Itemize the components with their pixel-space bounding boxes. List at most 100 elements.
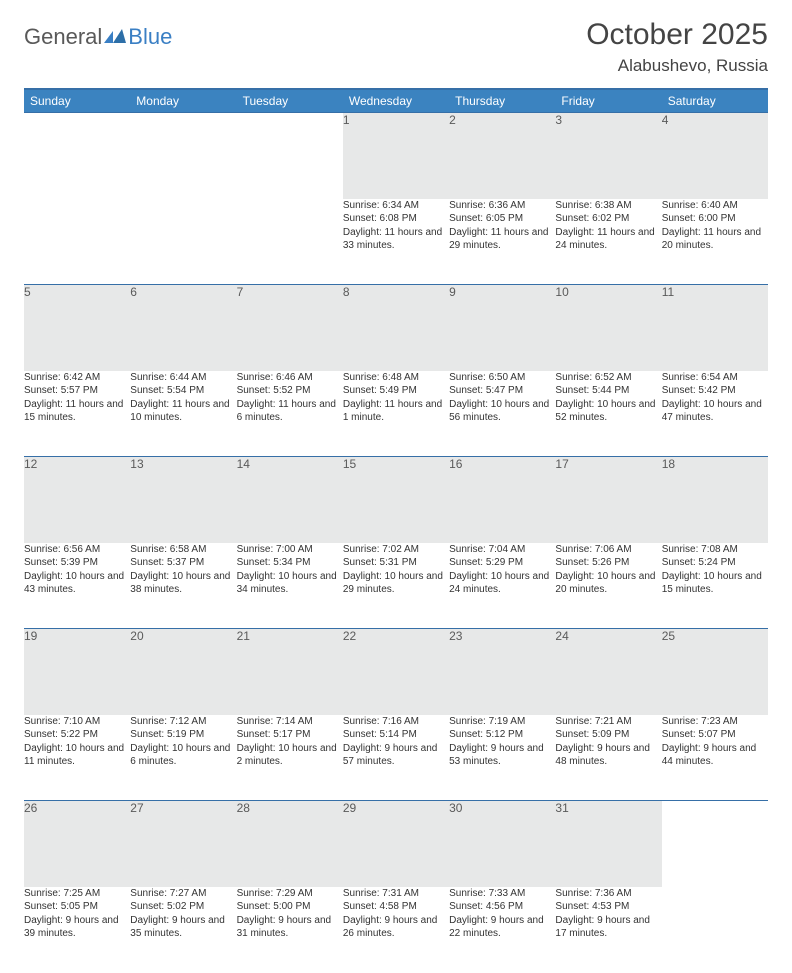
day-detail-cell: Sunrise: 6:56 AMSunset: 5:39 PMDaylight:… <box>24 543 130 629</box>
sunset-line: Sunset: 5:17 PM <box>237 728 343 742</box>
day-number-row: 12131415161718 <box>24 457 768 543</box>
day-number-cell: 11 <box>662 285 768 371</box>
day-detail-cell: Sunrise: 6:38 AMSunset: 6:02 PMDaylight:… <box>555 199 661 285</box>
day-number-cell: 29 <box>343 801 449 887</box>
sunrise-line: Sunrise: 7:19 AM <box>449 715 555 729</box>
header: General Blue October 2025 Alabushevo, Ru… <box>24 18 768 76</box>
sunset-line: Sunset: 5:02 PM <box>130 900 236 914</box>
logo-text-blue: Blue <box>128 24 172 50</box>
day-detail-row: Sunrise: 6:56 AMSunset: 5:39 PMDaylight:… <box>24 543 768 629</box>
daylight-line: Daylight: 9 hours and 22 minutes. <box>449 914 555 941</box>
day-detail-cell: Sunrise: 6:36 AMSunset: 6:05 PMDaylight:… <box>449 199 555 285</box>
sunrise-line: Sunrise: 6:56 AM <box>24 543 130 557</box>
sunrise-line: Sunrise: 7:16 AM <box>343 715 449 729</box>
day-detail-cell: Sunrise: 7:21 AMSunset: 5:09 PMDaylight:… <box>555 715 661 801</box>
daylight-line: Daylight: 9 hours and 48 minutes. <box>555 742 661 769</box>
day-detail-cell: Sunrise: 6:42 AMSunset: 5:57 PMDaylight:… <box>24 371 130 457</box>
day-number-cell: 24 <box>555 629 661 715</box>
sunset-line: Sunset: 6:02 PM <box>555 212 661 226</box>
day-detail-cell: Sunrise: 6:46 AMSunset: 5:52 PMDaylight:… <box>237 371 343 457</box>
sunset-line: Sunset: 4:58 PM <box>343 900 449 914</box>
day-detail-cell: Sunrise: 7:00 AMSunset: 5:34 PMDaylight:… <box>237 543 343 629</box>
sunrise-line: Sunrise: 6:54 AM <box>662 371 768 385</box>
sunset-line: Sunset: 4:53 PM <box>555 900 661 914</box>
weekday-header-row: SundayMondayTuesdayWednesdayThursdayFrid… <box>24 90 768 113</box>
calendar-table: SundayMondayTuesdayWednesdayThursdayFrid… <box>24 90 768 973</box>
day-detail-cell: Sunrise: 7:12 AMSunset: 5:19 PMDaylight:… <box>130 715 236 801</box>
sunset-line: Sunset: 5:07 PM <box>662 728 768 742</box>
day-number-cell: 15 <box>343 457 449 543</box>
sunset-line: Sunset: 5:00 PM <box>237 900 343 914</box>
day-detail-row: Sunrise: 7:25 AMSunset: 5:05 PMDaylight:… <box>24 887 768 973</box>
sunrise-line: Sunrise: 7:27 AM <box>130 887 236 901</box>
day-number-cell: 1 <box>343 113 449 199</box>
daylight-line: Daylight: 11 hours and 20 minutes. <box>662 226 768 253</box>
sunset-line: Sunset: 5:26 PM <box>555 556 661 570</box>
day-detail-cell: Sunrise: 7:06 AMSunset: 5:26 PMDaylight:… <box>555 543 661 629</box>
sunset-line: Sunset: 5:52 PM <box>237 384 343 398</box>
day-detail-cell: Sunrise: 6:58 AMSunset: 5:37 PMDaylight:… <box>130 543 236 629</box>
sunset-line: Sunset: 5:12 PM <box>449 728 555 742</box>
sunrise-line: Sunrise: 6:44 AM <box>130 371 236 385</box>
day-number-cell: 9 <box>449 285 555 371</box>
day-number-cell: 2 <box>449 113 555 199</box>
sunset-line: Sunset: 5:29 PM <box>449 556 555 570</box>
daylight-line: Daylight: 11 hours and 6 minutes. <box>237 398 343 425</box>
day-number-cell: 28 <box>237 801 343 887</box>
day-detail-cell: Sunrise: 7:08 AMSunset: 5:24 PMDaylight:… <box>662 543 768 629</box>
day-number-cell <box>237 113 343 199</box>
sunrise-line: Sunrise: 7:00 AM <box>237 543 343 557</box>
weekday-header: Monday <box>130 90 236 113</box>
weekday-header: Friday <box>555 90 661 113</box>
sunset-line: Sunset: 5:44 PM <box>555 384 661 398</box>
logo: General Blue <box>24 18 172 50</box>
day-number-cell: 21 <box>237 629 343 715</box>
sunset-line: Sunset: 6:05 PM <box>449 212 555 226</box>
day-number-cell: 5 <box>24 285 130 371</box>
day-detail-cell <box>24 199 130 285</box>
day-detail-row: Sunrise: 6:34 AMSunset: 6:08 PM Daylight:… <box>24 199 768 285</box>
day-detail-cell: Sunrise: 7:23 AMSunset: 5:07 PMDaylight:… <box>662 715 768 801</box>
day-detail-cell: Sunrise: 7:27 AMSunset: 5:02 PMDaylight:… <box>130 887 236 973</box>
daylight-line: Daylight: 10 hours and 2 minutes. <box>237 742 343 769</box>
day-number-cell: 18 <box>662 457 768 543</box>
day-number-cell: 7 <box>237 285 343 371</box>
sunset-line: Sunset: 5:57 PM <box>24 384 130 398</box>
daylight-line: Daylight: 11 hours and 10 minutes. <box>130 398 236 425</box>
daylight-line: Daylight: 10 hours and 11 minutes. <box>24 742 130 769</box>
sunset-line: Sunset: 5:47 PM <box>449 384 555 398</box>
day-detail-row: Sunrise: 7:10 AMSunset: 5:22 PMDaylight:… <box>24 715 768 801</box>
day-detail-cell: Sunrise: 6:34 AMSunset: 6:08 PMDaylight:… <box>343 199 449 285</box>
day-number-row: 262728293031 <box>24 801 768 887</box>
sunrise-line: Sunrise: 6:48 AM <box>343 371 449 385</box>
day-detail-cell: Sunrise: 7:14 AMSunset: 5:17 PMDaylight:… <box>237 715 343 801</box>
day-number-cell: 20 <box>130 629 236 715</box>
sunset-line: Sunset: 5:05 PM <box>24 900 130 914</box>
weekday-header: Tuesday <box>237 90 343 113</box>
weekday-header: Wednesday <box>343 90 449 113</box>
day-number-row: 1234 <box>24 113 768 199</box>
daylight-line: Daylight: 10 hours and 52 minutes. <box>555 398 661 425</box>
page-title: October 2025 <box>586 18 768 52</box>
logo-icon <box>104 29 126 45</box>
day-number-cell: 4 <box>662 113 768 199</box>
daylight-line: Daylight: 10 hours and 15 minutes. <box>662 570 768 597</box>
day-number-cell: 27 <box>130 801 236 887</box>
day-number-cell: 26 <box>24 801 130 887</box>
sunset-line: Sunset: 5:24 PM <box>662 556 768 570</box>
sunrise-line: Sunrise: 6:50 AM <box>449 371 555 385</box>
daylight-line: Daylight: 9 hours and 57 minutes. <box>343 742 449 769</box>
sunrise-line: Sunrise: 6:34 AM <box>343 199 449 213</box>
location-title: Alabushevo, Russia <box>586 56 768 76</box>
sunrise-line: Sunrise: 7:21 AM <box>555 715 661 729</box>
day-detail-cell: Sunrise: 6:54 AMSunset: 5:42 PMDaylight:… <box>662 371 768 457</box>
sunset-line: Sunset: 6:08 PM <box>343 212 449 226</box>
day-number-cell: 3 <box>555 113 661 199</box>
sunset-line: Sunset: 5:14 PM <box>343 728 449 742</box>
sunrise-line: Sunrise: 6:58 AM <box>130 543 236 557</box>
daylight-line: Daylight: 11 hours and 24 minutes. <box>555 226 661 253</box>
daylight-line: Daylight: 9 hours and 35 minutes. <box>130 914 236 941</box>
sunset-line: Sunset: 5:42 PM <box>662 384 768 398</box>
day-detail-row: Sunrise: 6:42 AMSunset: 5:57 PMDaylight:… <box>24 371 768 457</box>
day-number-cell: 8 <box>343 285 449 371</box>
